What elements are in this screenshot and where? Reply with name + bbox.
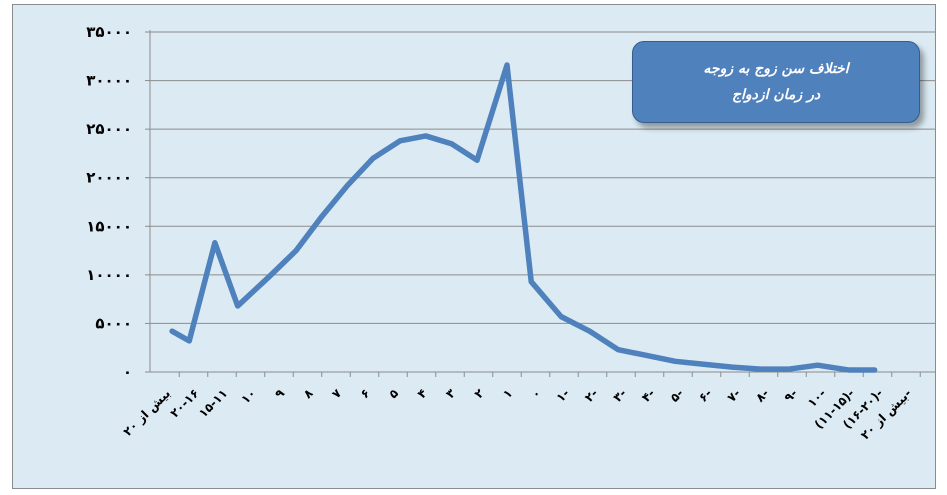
data-point [319,214,325,220]
x-tick-label: ۶ [358,386,373,401]
chart-title-box: اختلاف سن زوج به زوجه در زمان ازدواج [632,41,920,123]
x-tick-label: ۷- [725,386,744,405]
data-point [293,248,299,254]
data-point [397,138,403,144]
y-tick-label: ۱۵۰۰۰ [86,217,132,235]
data-point [846,367,852,373]
x-tick-label: ۱۰- [805,386,829,410]
x-tick-label: ۲ [472,386,488,402]
data-point [370,155,376,161]
data-point [701,361,707,367]
y-tick-label: ۲۵۰۰۰ [86,120,132,138]
y-tick-label: ۳۰۰۰۰ [86,72,132,90]
chart-title-line-2: در زمان ازدواج [731,87,821,103]
x-tick-label: ۱۰ [238,386,258,406]
x-tick-label: ۰ [529,386,544,401]
x-tick-label: ۸ [301,386,317,402]
x-tick-label: ۶- [696,386,715,405]
x-tick-label: ۲۰-۱۶ [167,386,201,420]
y-tick-label: ۰ [123,363,132,381]
data-point [558,314,564,320]
data-point [212,240,218,246]
y-tick-label: ۱۰۰۰۰ [86,266,132,284]
x-tick-label: ۳- [611,386,630,405]
data-point [423,133,429,139]
x-tick-label: ۸- [753,386,772,405]
data-point [169,328,175,334]
y-tick-label: ۲۰۰۰۰ [86,169,132,187]
x-tick-label: ۹- [782,386,801,405]
data-point [448,141,454,147]
data-point [587,328,593,334]
data-point [528,279,534,285]
x-tick-label: ۳ [443,386,459,402]
data-point [872,367,878,373]
y-tick-label: ۵۰۰۰ [95,314,132,332]
y-tick-label: ۳۵۰۰۰ [86,23,132,41]
x-tick-label: ۴ [415,386,430,401]
x-tick-label: ۱- [554,386,573,405]
data-point [729,364,735,370]
chart-title-line-1: اختلاف سن زوج به زوجه [703,61,849,77]
data-point [758,366,764,372]
x-tick-label: ۱ [500,386,515,401]
x-tick-label: ۱۵-۱۱ [196,386,230,420]
data-point [186,338,192,344]
data-point [644,352,650,358]
x-tick-label: ۵ [386,386,401,401]
x-tick-label: ۹ [272,386,288,402]
data-point [815,362,821,368]
x-tick-label: ۷ [329,386,345,402]
data-point [672,358,678,364]
data-point [266,274,272,280]
x-tick-label: ۴- [639,386,658,405]
data-point [504,62,510,68]
x-tick-label: ۵- [668,386,687,405]
data-point [235,303,241,309]
data-point [615,347,621,353]
data-point [786,366,792,372]
x-tick-label: ۲- [582,386,601,405]
data-point [344,182,350,188]
data-point [474,157,480,163]
x-tick-label: بیش از ۲۰ [121,386,174,439]
